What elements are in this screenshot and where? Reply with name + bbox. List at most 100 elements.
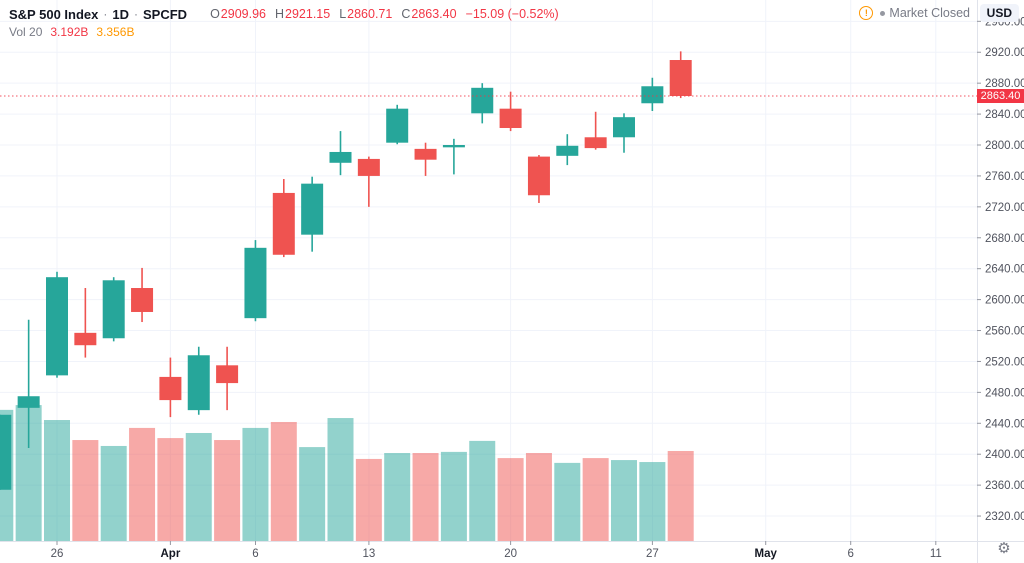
ohlc-values: O2909.96 H2921.15 L2860.71 C2863.40 <box>201 7 457 21</box>
svg-text:2680.00: 2680.00 <box>985 233 1024 245</box>
volume-bar <box>185 432 212 541</box>
time-gridlines <box>56 0 937 541</box>
candle-body <box>159 376 182 401</box>
svg-text:2600.00: 2600.00 <box>985 295 1024 307</box>
candle-body <box>386 108 409 143</box>
candle-body <box>442 145 465 148</box>
svg-text:2440.00: 2440.00 <box>985 418 1024 430</box>
volume-bar <box>355 458 382 541</box>
close-label: C <box>401 7 411 21</box>
svg-text:27: 27 <box>646 548 659 560</box>
open-label: O <box>210 7 220 21</box>
volume-bar <box>582 458 609 541</box>
svg-text:2320.00: 2320.00 <box>985 511 1024 523</box>
volume-bar <box>100 445 127 541</box>
svg-text:2360.00: 2360.00 <box>985 480 1024 492</box>
svg-text:2480.00: 2480.00 <box>985 387 1024 399</box>
svg-text:6: 6 <box>252 548 258 560</box>
volume-bar <box>554 462 581 541</box>
symbol-title[interactable]: S&P 500 Index <box>9 6 99 22</box>
svg-text:2720.00: 2720.00 <box>985 202 1024 214</box>
volume-bar <box>497 458 524 541</box>
candle-body <box>499 108 522 129</box>
volume-bar <box>639 462 666 541</box>
candle-body <box>74 332 97 346</box>
volume-study-label[interactable]: Vol 20 <box>9 25 43 39</box>
svg-text:11: 11 <box>930 548 942 560</box>
candle-body <box>556 145 579 156</box>
svg-text:Apr: Apr <box>160 548 180 560</box>
separator-dot: · <box>103 7 108 21</box>
volume-study-legend: Vol 20 3.192B 3.356B <box>9 25 134 39</box>
volume-current-value: 3.192B <box>50 25 89 39</box>
volume-bar <box>384 453 411 541</box>
candle-body <box>102 280 125 339</box>
svg-text:13: 13 <box>363 548 376 560</box>
gear-icon[interactable]: ⚙ <box>997 540 1011 557</box>
volume-ma-value: 3.356B <box>96 25 135 39</box>
svg-text:2640.00: 2640.00 <box>985 264 1024 276</box>
candle-body <box>46 277 68 376</box>
high-value: 2921.15 <box>285 7 331 21</box>
low-value: 2860.71 <box>347 7 393 21</box>
candle-body <box>187 355 210 411</box>
volume-bar <box>270 421 297 541</box>
candle-body <box>613 117 635 138</box>
candle-body <box>471 87 494 114</box>
chart-legend: S&P 500 Index · 1D · SPCFD O2909.96 H2921… <box>9 6 559 22</box>
candle-body <box>244 247 267 319</box>
change-value: −15.09 (−0.52%) <box>465 7 559 21</box>
svg-text:May: May <box>755 548 778 560</box>
low-label: L <box>339 7 347 21</box>
warning-icon[interactable]: ! <box>859 6 874 20</box>
svg-text:2920.00: 2920.00 <box>985 47 1024 59</box>
candle-body <box>0 414 12 490</box>
volume-bar <box>412 453 439 541</box>
volume-bar <box>440 451 467 541</box>
currency-toggle-button[interactable]: USD <box>979 4 1019 22</box>
svg-text:2520.00: 2520.00 <box>985 356 1024 368</box>
volume-bar <box>72 440 99 541</box>
volume-bar <box>469 440 496 541</box>
svg-text:26: 26 <box>51 548 64 560</box>
close-value: 2863.40 <box>411 7 457 21</box>
market-status-text: Market Closed <box>889 6 970 20</box>
candle-body <box>641 86 664 104</box>
time-axis-labels[interactable]: 26 Apr 6 13 20 27 May 6 11 <box>51 541 942 560</box>
interval-label[interactable]: 1D <box>112 6 129 22</box>
open-value: 2909.96 <box>220 7 266 21</box>
volume-bar <box>44 420 70 541</box>
candle-body <box>17 396 40 408</box>
svg-text:2800.00: 2800.00 <box>985 140 1024 152</box>
last-price-tag: 2863.40 <box>977 89 1024 103</box>
volume-bar <box>611 460 637 541</box>
volume-bar <box>299 447 326 541</box>
candle-body <box>301 183 324 235</box>
volume-bar <box>242 427 269 541</box>
svg-text:2840.00: 2840.00 <box>985 109 1024 121</box>
volume-bar <box>129 427 156 541</box>
svg-text:2760.00: 2760.00 <box>985 171 1024 183</box>
market-status-bar: ! Market Closed <box>859 3 970 23</box>
candle-body <box>357 158 380 176</box>
candle-body <box>669 60 692 96</box>
svg-text:2400.00: 2400.00 <box>985 449 1024 461</box>
high-label: H <box>274 7 285 21</box>
candles <box>0 51 692 490</box>
candle-body <box>329 151 352 163</box>
candle-body <box>216 365 239 384</box>
volume-bar <box>157 438 184 541</box>
volume-bar <box>667 450 694 541</box>
candle-body <box>527 156 550 196</box>
separator-dot: · <box>134 7 138 21</box>
candle-body <box>584 137 607 149</box>
volume-bars <box>0 405 694 541</box>
candle-body <box>131 288 154 312</box>
svg-text:2880.00: 2880.00 <box>985 78 1024 90</box>
volume-bar <box>214 440 241 541</box>
candle-body <box>272 192 295 255</box>
exchange-code[interactable]: SPCFD <box>143 6 188 22</box>
volume-bar <box>327 418 354 541</box>
